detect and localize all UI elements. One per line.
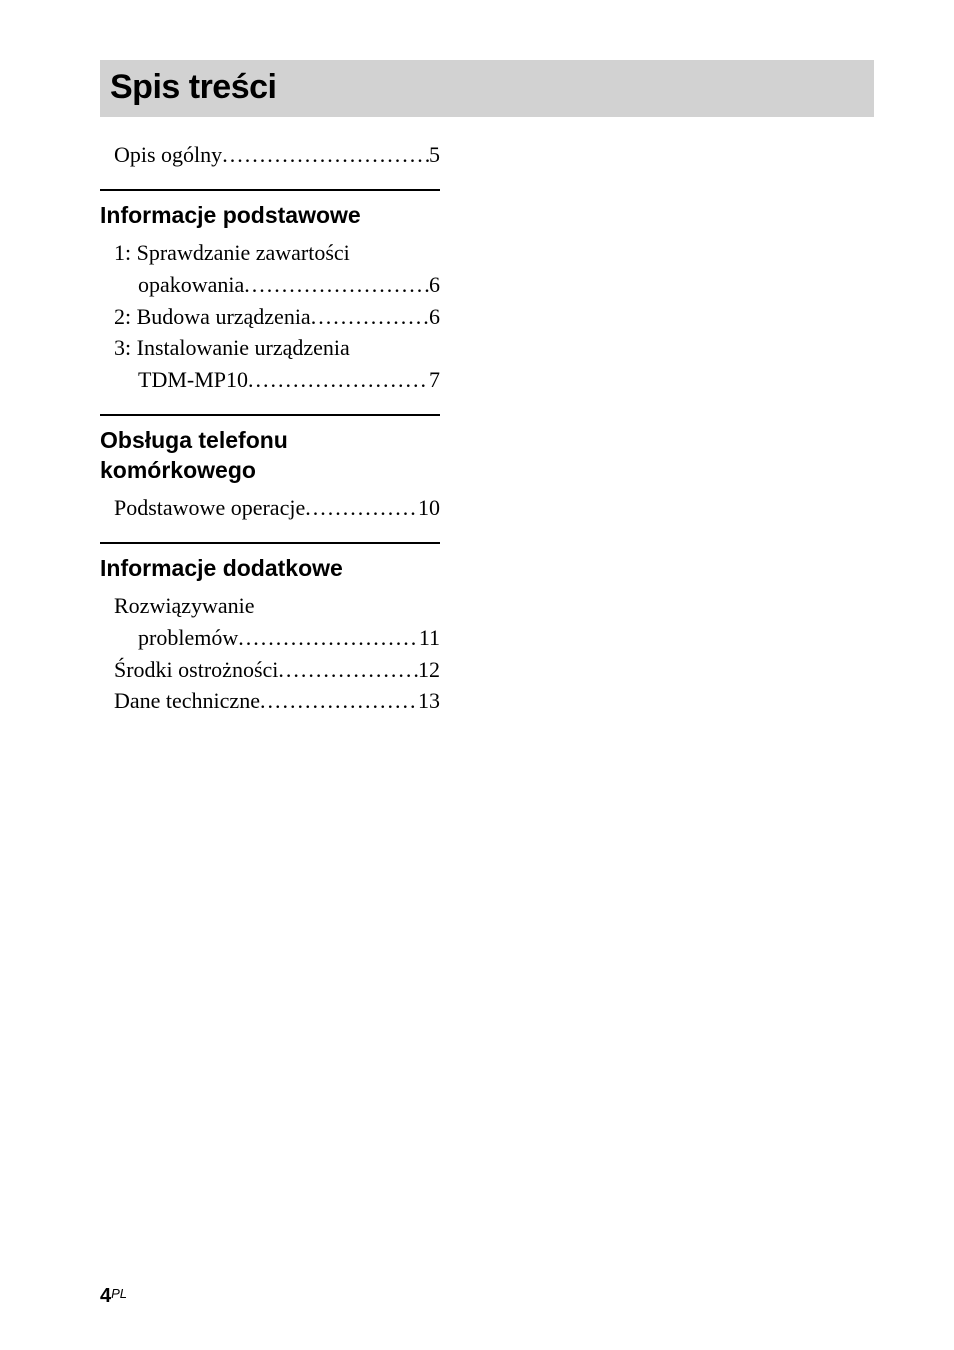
toc-entry: Rozwiązywanie (100, 590, 440, 622)
toc-entry-label: 1: Sprawdzanie zawartości (114, 237, 350, 269)
toc-entry-label: TDM-MP10 (138, 364, 248, 396)
toc-entry: Środki ostrożności 12 (100, 654, 440, 686)
dot-leader (278, 654, 418, 686)
toc-entry-page: 11 (419, 622, 440, 654)
toc-entry-continuation: TDM-MP10 7 (100, 364, 440, 396)
toc-entry-label: 3: Instalowanie urządzenia (114, 332, 350, 364)
toc-entry-label: Rozwiązywanie (114, 590, 255, 622)
toc-entry-page: 10 (418, 492, 440, 524)
toc-entry-label: Środki ostrożności (114, 654, 278, 686)
toc-entry-label: Podstawowe operacje (114, 492, 305, 524)
page-title: Spis treści (110, 68, 864, 107)
dot-leader (311, 301, 429, 333)
dot-leader (260, 685, 418, 717)
dot-leader (238, 622, 419, 654)
dot-leader (248, 364, 429, 396)
section-divider (100, 414, 440, 416)
footer-language: PL (111, 1286, 127, 1301)
footer-page-number: 4 (100, 1285, 111, 1307)
dot-leader (222, 139, 429, 171)
toc-entry-page: 7 (429, 364, 440, 396)
toc-entry: Opis ogólny 5 (100, 139, 440, 171)
table-of-contents: Opis ogólny 5 Informacje podstawowe 1: S… (100, 139, 440, 717)
toc-entry-page: 13 (418, 685, 440, 717)
toc-entry-page: 6 (429, 301, 440, 333)
dot-leader (305, 492, 418, 524)
title-bar: Spis treści (100, 60, 874, 117)
toc-entry: Podstawowe operacje 10 (100, 492, 440, 524)
toc-entry: Dane techniczne 13 (100, 685, 440, 717)
toc-entry: 2: Budowa urządzenia 6 (100, 301, 440, 333)
toc-entry: 1: Sprawdzanie zawartości (100, 237, 440, 269)
toc-entry-label: opakowania (138, 269, 244, 301)
toc-entry-page: 5 (429, 139, 440, 171)
section-divider (100, 542, 440, 544)
toc-entry-page: 6 (429, 269, 440, 301)
toc-entry-label: Opis ogólny (114, 139, 222, 171)
toc-entry-continuation: problemów 11 (100, 622, 440, 654)
toc-entry-continuation: opakowania 6 (100, 269, 440, 301)
section-heading: Informacje dodatkowe (100, 554, 440, 584)
toc-entry-page: 12 (418, 654, 440, 686)
toc-entry-label: problemów (138, 622, 238, 654)
document-page: Spis treści Opis ogólny 5 Informacje pod… (0, 0, 954, 1350)
section-heading: Informacje podstawowe (100, 201, 440, 231)
toc-entry: 3: Instalowanie urządzenia (100, 332, 440, 364)
page-footer: 4PL (100, 1285, 127, 1308)
dot-leader (244, 269, 429, 301)
section-heading: Obsługa telefonu komórkowego (100, 426, 440, 486)
section-divider (100, 189, 440, 191)
toc-entry-label: 2: Budowa urządzenia (114, 301, 311, 333)
toc-entry-label: Dane techniczne (114, 685, 260, 717)
